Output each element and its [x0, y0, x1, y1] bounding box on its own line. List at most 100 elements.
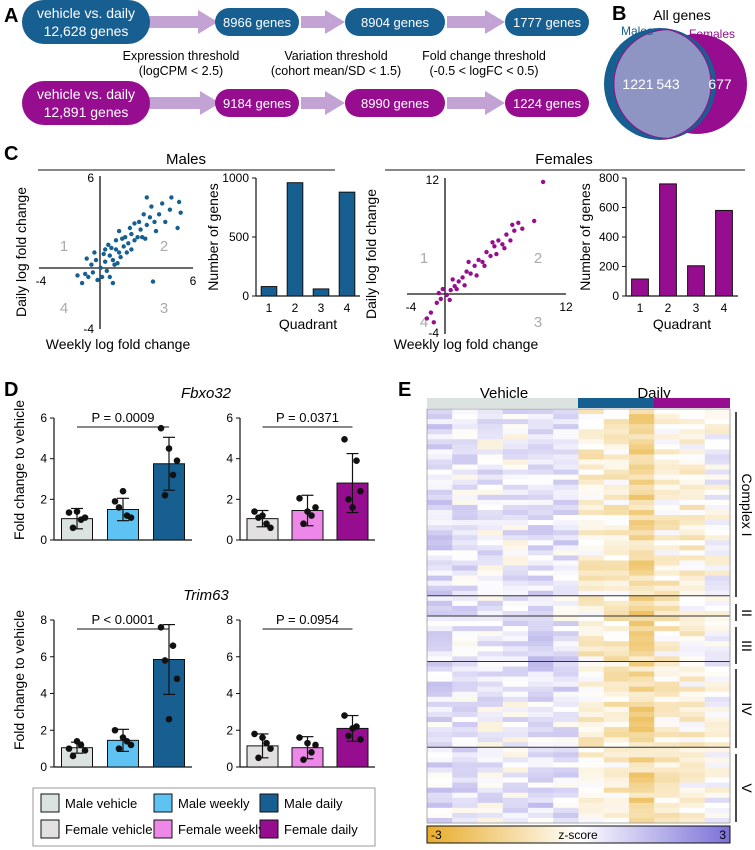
heatmap-cell	[629, 732, 655, 738]
heatmap-cell	[452, 666, 478, 672]
heatmap-cell	[578, 737, 605, 743]
heatmap-cell	[603, 575, 630, 582]
heatmap-cell	[578, 616, 605, 622]
panel-a-label: A	[4, 5, 18, 27]
heatmap-cell	[452, 656, 478, 662]
heatmap-cell	[578, 454, 605, 460]
heatmap-cell	[629, 560, 655, 566]
x-tick-label: 4	[721, 301, 728, 315]
heatmap-cell	[427, 560, 453, 566]
heatmap-cell	[679, 711, 706, 718]
heatmap-cell	[452, 807, 478, 814]
heatmap-cell	[704, 787, 731, 794]
heatmap-cell	[603, 767, 630, 773]
heatmap-cell	[704, 540, 731, 546]
heatmap-cell	[427, 686, 453, 693]
heatmap-cell	[654, 666, 680, 672]
scatter-points	[424, 179, 546, 325]
fbxo32-y-title: Fold change to vehicle	[11, 400, 27, 540]
heatmap-cell	[502, 802, 529, 809]
heatmap-cell	[704, 641, 731, 647]
heatmap-cell	[502, 626, 529, 632]
heatmap-cell	[603, 626, 630, 632]
heatmap-cell	[704, 696, 731, 703]
heatmap-cell	[427, 474, 453, 481]
heatmap-cell	[629, 817, 655, 824]
data-point	[119, 734, 127, 741]
heatmap-cell	[654, 772, 680, 778]
heatmap-cell	[528, 711, 554, 718]
y-tick-label: 8	[40, 613, 47, 627]
heatmap-cell	[502, 646, 529, 652]
scatter-point	[510, 222, 515, 227]
heatmap-cell	[603, 716, 630, 723]
heatmap-cell	[427, 742, 453, 748]
heatmap-cell	[427, 636, 453, 642]
heatmap-cell	[502, 727, 529, 733]
heatmap-cell	[578, 605, 605, 612]
heatmap-cell	[603, 474, 630, 481]
heatmap-cell	[528, 661, 554, 667]
heatmap-cell	[528, 691, 554, 698]
heatmap-cell	[679, 792, 706, 799]
scatter-point	[75, 273, 80, 278]
heatmap-cell	[704, 434, 731, 440]
heatmap-cell	[553, 454, 579, 460]
heatmap-cell	[553, 525, 579, 531]
heatmap-cell	[502, 706, 529, 713]
heatmap-cell	[477, 716, 504, 723]
data-point	[81, 514, 89, 521]
heatmap-cell	[502, 419, 529, 425]
scatter-point	[150, 279, 156, 284]
heatmap-cell	[629, 474, 655, 481]
heatmap-cell	[502, 459, 529, 465]
heatmap-cell	[477, 479, 504, 486]
data-point	[267, 745, 274, 752]
heatmap-cell	[528, 747, 554, 753]
data-point	[353, 457, 360, 465]
heatmap-cell	[679, 610, 706, 617]
heatmap-cell	[477, 494, 504, 501]
scatter-point	[113, 247, 119, 252]
heatmap-cell	[704, 570, 731, 577]
heatmap-cell	[452, 737, 478, 743]
y-tick-label: 6	[226, 650, 233, 664]
data-point	[115, 504, 123, 511]
panel-e-label: E	[398, 379, 411, 401]
heatmap-cell	[528, 651, 554, 657]
quadrant-label: 4	[60, 300, 68, 317]
heatmap-cell	[704, 429, 731, 435]
y-tick-label: 4	[40, 687, 47, 701]
bar-x-title: Quadrant	[653, 316, 711, 332]
heatmap-cell	[704, 605, 731, 612]
data-point	[259, 512, 266, 519]
heatmap-cell	[578, 792, 605, 799]
heatmap-cell	[603, 671, 630, 677]
heatmap-cell	[654, 424, 680, 430]
heatmap-cell	[502, 636, 529, 642]
data-point	[341, 712, 348, 719]
bar	[631, 278, 649, 297]
panel-d-label: D	[4, 379, 18, 401]
heatmap-cell	[528, 807, 554, 814]
scatter-point	[500, 242, 505, 247]
heatmap-cell	[427, 545, 453, 551]
heatmap-cell	[427, 555, 453, 561]
data-point	[157, 624, 165, 631]
heatmap-cell	[528, 479, 554, 486]
heatmap-cell	[704, 646, 731, 652]
heatmap-cell	[629, 621, 655, 627]
heatmap-cell	[553, 716, 579, 723]
legend-swatch	[259, 819, 279, 839]
heatmap-cell	[603, 777, 630, 784]
heatmap-cell	[427, 797, 453, 804]
heatmap-cell	[629, 762, 655, 768]
heatmap-cell	[679, 595, 706, 602]
heatmap-cell	[553, 767, 579, 773]
heatmap-cell	[578, 610, 605, 617]
heatmap-cell	[427, 641, 453, 647]
heatmap-cell	[654, 439, 680, 445]
heatmap-cell	[477, 621, 504, 627]
step-count: 8904 genes	[361, 15, 429, 30]
heatmap-cell	[654, 706, 680, 713]
